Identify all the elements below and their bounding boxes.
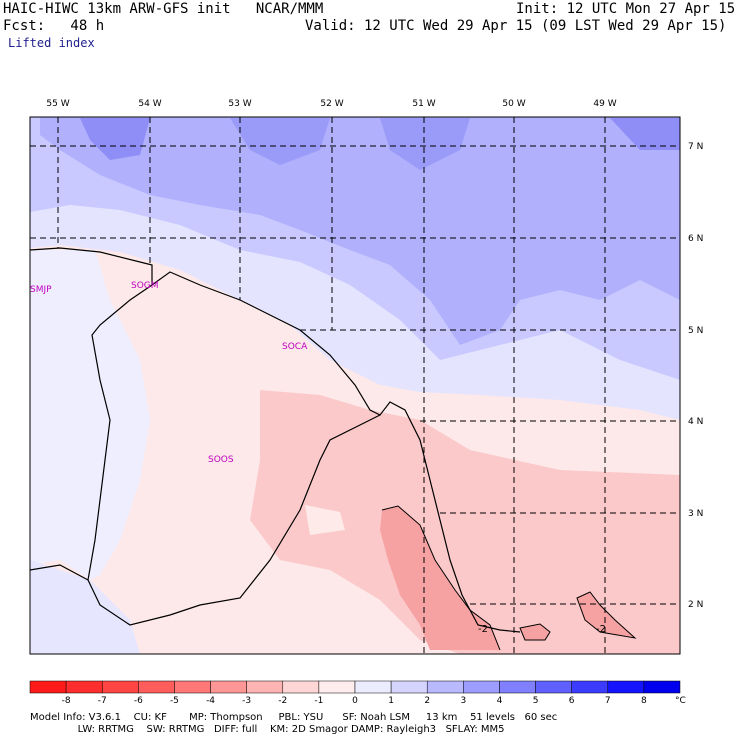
model-info-line-2: LW: RRTMG SW: RRTMG DIFF: full KM: 2D Sm… — [30, 724, 505, 735]
colorbar — [29, 680, 681, 694]
colorbar-swatch — [65, 680, 103, 694]
colorbar-swatch — [29, 680, 67, 694]
lon-label: 51 W — [412, 99, 435, 109]
model-info-line-1: Model Info: V3.6.1 CU: KF MP: Thompson P… — [30, 712, 558, 723]
map-frame — [29, 116, 681, 655]
station-label-sogm: SOGM — [131, 281, 159, 291]
lon-label: 53 W — [228, 99, 251, 109]
colorbar-tick-label: 8 — [641, 696, 647, 706]
lat-label: 7 N — [688, 142, 703, 152]
lat-label: 3 N — [688, 509, 703, 519]
station-label-soca: SOCA — [282, 342, 308, 352]
header-title: HAIC-HIWC 13km ARW-GFS init NCAR/MMM — [3, 1, 324, 17]
colorbar-swatch — [643, 680, 681, 694]
colorbar-swatch — [390, 680, 428, 694]
station-label-soos: SOOS — [208, 455, 234, 465]
contour-label: -2 — [478, 624, 488, 635]
colorbar-tick-label: 6 — [569, 696, 575, 706]
lon-label: 54 W — [138, 99, 161, 109]
colorbar-swatch — [354, 680, 392, 694]
colorbar-swatch — [499, 680, 536, 694]
colorbar-swatch — [426, 680, 464, 694]
lon-label: 55 W — [46, 99, 69, 109]
lat-label: 5 N — [688, 326, 703, 336]
colorbar-tick-label: -3 — [242, 696, 251, 706]
colorbar-swatch — [246, 680, 284, 694]
colorbar-tick-label: -6 — [134, 696, 143, 706]
colorbar-tick-label: -7 — [98, 696, 107, 706]
colorbar-swatch — [174, 680, 211, 694]
lon-label: 52 W — [320, 99, 343, 109]
colorbar-tick-label: 1 — [388, 696, 394, 706]
coastline-borders — [29, 247, 521, 633]
colorbar-tick-label: -8 — [62, 696, 71, 706]
colorbar-unit: °C — [675, 696, 686, 706]
latitude-labels: 7 N 6 N 5 N 4 N 3 N 2 N — [688, 142, 703, 610]
lon-label: 50 W — [502, 99, 525, 109]
colorbar-tick-label: -5 — [170, 696, 179, 706]
colorbar-tick-label: -4 — [206, 696, 215, 706]
colorbar-swatch — [138, 680, 175, 694]
longitude-labels: 55 W 54 W 53 W 52 W 51 W 50 W 49 W — [46, 99, 616, 109]
colorbar-swatch — [463, 680, 500, 694]
colorbar-tick-label: 3 — [460, 696, 466, 706]
header-forecast-hour: Fcst: 48 h — [3, 18, 105, 34]
colorbar-tick-label: 0 — [352, 696, 358, 706]
lifted-index-shading — [30, 117, 680, 654]
station-labels: SMJP SOGM SOCA SOOS — [30, 281, 308, 465]
colorbar-swatch — [571, 680, 609, 694]
colorbar-swatch — [101, 680, 139, 694]
colorbar-tick-label: -1 — [314, 696, 323, 706]
field-name: Lifted index — [8, 36, 95, 50]
lat-lon-grid — [30, 117, 680, 654]
lat-label: 2 N — [688, 600, 703, 610]
lon-label: 49 W — [593, 99, 616, 109]
colorbar-swatch — [210, 680, 247, 694]
header-valid-time: Valid: 12 UTC Wed 29 Apr 15 (09 LST Wed … — [305, 18, 727, 34]
colorbar-swatch — [282, 680, 320, 694]
colorbar-labels: -8 -7 -6 -5 -4 -3 -2 -1 0 1 2 3 4 5 6 7 8 — [62, 696, 647, 706]
colorbar-tick-label: 4 — [497, 696, 503, 706]
colorbar-tick-label: 2 — [424, 696, 430, 706]
lat-label: 6 N — [688, 234, 703, 244]
colorbar-tick-label: 5 — [533, 696, 539, 706]
colorbar-tick-label: -2 — [278, 696, 287, 706]
colorbar-tick-label: 7 — [605, 696, 611, 706]
colorbar-swatch — [535, 680, 572, 694]
lat-label: 4 N — [688, 417, 703, 427]
colorbar-swatch — [318, 680, 356, 694]
station-label-smjp: SMJP — [30, 285, 52, 295]
contour-lines — [381, 505, 637, 651]
contour-label: -2 — [596, 624, 606, 635]
header-init: Init: 12 UTC Mon 27 Apr 15 — [516, 1, 736, 17]
colorbar-swatch — [607, 680, 645, 694]
